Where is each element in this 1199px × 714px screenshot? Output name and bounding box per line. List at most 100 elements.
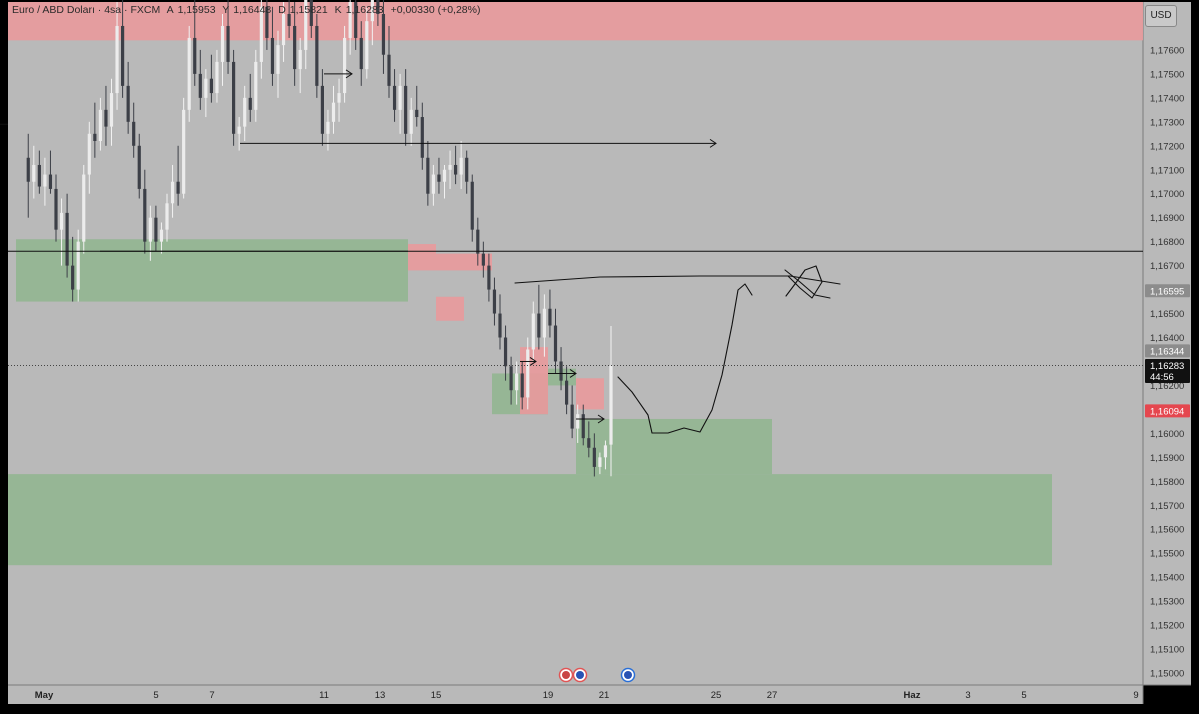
candle-body xyxy=(376,0,380,14)
candle-87 xyxy=(509,356,513,405)
y-tick-label: 1,15700 xyxy=(1150,501,1184,512)
symbol-title[interactable]: Euro / ABD Doları · 4sa · FXCM xyxy=(12,4,161,16)
price-tag-label: 1,16595 xyxy=(1150,286,1184,297)
candle-body xyxy=(365,21,369,70)
candle-36 xyxy=(226,0,230,74)
x-tick-label: 25 xyxy=(711,690,722,701)
candle-30 xyxy=(193,0,197,86)
candle-58 xyxy=(348,0,352,55)
price-tag-1: 1,16344 xyxy=(1145,344,1190,358)
candle-82 xyxy=(481,241,485,278)
price-tag-box xyxy=(1145,359,1190,384)
y-tick-label: 1,16400 xyxy=(1150,333,1184,344)
candle-body xyxy=(276,45,280,74)
y-tick-label: 1,17400 xyxy=(1150,93,1184,104)
resistance-stroke-1 xyxy=(514,275,841,285)
candle-73 xyxy=(431,164,435,206)
candle-body xyxy=(204,78,208,98)
x-tick-label: 5 xyxy=(153,690,158,701)
candle-body xyxy=(248,97,252,110)
candle-body xyxy=(487,265,491,290)
candle-62 xyxy=(370,0,374,46)
candle-77 xyxy=(454,145,458,185)
candle-body xyxy=(426,157,430,194)
candle-body xyxy=(481,253,485,266)
candle-84 xyxy=(492,277,497,326)
price-tag-box xyxy=(1145,404,1190,418)
change-value: +0,00330 (+0,28%) xyxy=(390,4,481,16)
candle-body xyxy=(209,78,213,94)
candle-body xyxy=(592,447,596,467)
candle-17 xyxy=(121,0,125,98)
candle-80 xyxy=(470,174,474,242)
candle-68 xyxy=(404,69,408,146)
event-icon-flag xyxy=(624,671,632,679)
candle-body xyxy=(420,117,424,158)
y-tick-label: 1,17600 xyxy=(1150,45,1184,56)
candle-33 xyxy=(209,54,213,103)
candle-body xyxy=(226,25,230,62)
supply-zone-0 xyxy=(8,2,1143,41)
candle-48 xyxy=(293,2,297,86)
candle-body xyxy=(254,61,258,110)
candle-32 xyxy=(204,69,208,118)
candle-body xyxy=(43,174,47,187)
candle-body xyxy=(520,373,524,398)
candle-44 xyxy=(270,6,275,86)
price-tag-label: 1,16094 xyxy=(1150,406,1184,417)
candle-body xyxy=(359,37,363,70)
candle-body xyxy=(54,188,58,230)
arrowhead-5 xyxy=(529,357,537,366)
candle-body xyxy=(354,2,358,38)
candle-body xyxy=(193,37,197,74)
candle-body xyxy=(515,373,519,391)
candle-3 xyxy=(43,157,47,206)
candle-body xyxy=(537,313,541,338)
candle-50 xyxy=(304,0,308,70)
candle-10 xyxy=(82,164,86,254)
cross-mark-2 xyxy=(785,265,823,299)
candle-40 xyxy=(248,73,252,122)
y-tick-label: 1,15900 xyxy=(1150,453,1184,464)
y-tick-label: 1,16000 xyxy=(1150,429,1184,440)
candle-body xyxy=(542,308,546,338)
candle-body xyxy=(137,145,141,189)
cross-mark-3 xyxy=(784,269,831,299)
candle-body xyxy=(287,13,291,26)
candle-body xyxy=(126,85,130,122)
price-tag-3: 1,16094 xyxy=(1145,404,1190,418)
price-tag-0: 1,16595 xyxy=(1145,284,1190,298)
candle-72 xyxy=(426,140,430,206)
candle-96 xyxy=(559,347,563,391)
supply-zone-4 xyxy=(436,296,464,321)
candle-body xyxy=(459,157,463,175)
candle-16 xyxy=(115,2,119,110)
candle-90 xyxy=(526,337,530,410)
y-tick-label: 1,15300 xyxy=(1150,597,1184,608)
price-tag-label: 1,16344 xyxy=(1150,346,1184,357)
candle-body xyxy=(220,25,225,62)
candle-body xyxy=(548,308,552,326)
candle-body xyxy=(454,164,458,175)
candle-95 xyxy=(553,308,558,374)
event-icon-flag xyxy=(576,671,584,679)
open-value: 1,15953 xyxy=(177,4,216,16)
candle-66 xyxy=(392,69,397,122)
candle-47 xyxy=(287,0,291,38)
candle-67 xyxy=(398,73,402,134)
x-tick-label: 13 xyxy=(375,690,386,701)
demand-zone-10 xyxy=(8,474,1052,566)
candle-body xyxy=(165,203,169,230)
y-tick-label: 1,15200 xyxy=(1150,621,1184,632)
candle-14 xyxy=(104,85,108,146)
candle-91 xyxy=(531,301,535,362)
eu-flag-icon xyxy=(620,667,636,683)
high-label: Y xyxy=(222,4,230,16)
candle-body xyxy=(143,188,147,242)
candle-103 xyxy=(598,452,602,475)
candle-body xyxy=(570,404,574,429)
y-tick-label: 1,16200 xyxy=(1150,381,1184,392)
currency-button[interactable]: USD xyxy=(1145,5,1177,27)
